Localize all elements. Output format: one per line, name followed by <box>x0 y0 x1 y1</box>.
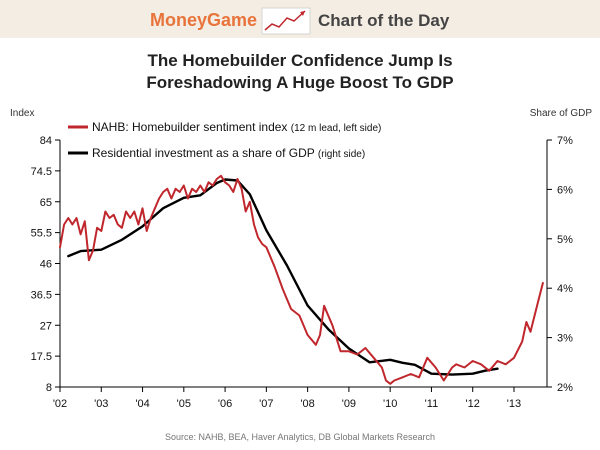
header-tagline: Chart of the Day <box>318 11 450 30</box>
left-tick-label: 74.5 <box>31 166 52 178</box>
right-tick-label: 7% <box>557 135 573 147</box>
x-tick-label: '12 <box>466 398 480 410</box>
left-axis-label: Index <box>10 108 34 119</box>
x-tick-label: '07 <box>259 398 273 410</box>
left-tick-label: 8 <box>46 382 52 394</box>
brand-name: MoneyGame <box>150 10 257 30</box>
legend-label-residential: Residential investment as a share of GDP… <box>92 146 365 160</box>
right-tick-label: 6% <box>557 184 573 196</box>
x-tick-label: '13 <box>507 398 521 410</box>
right-tick-label: 3% <box>557 333 573 345</box>
x-tick-label: '08 <box>300 398 314 410</box>
left-tick-label: 55.5 <box>31 228 52 240</box>
nahb-sentiment-line <box>59 174 544 385</box>
x-tick-label: '03 <box>94 398 108 410</box>
x-tick-label: '05 <box>177 398 191 410</box>
rising-line-chart-icon <box>261 7 311 35</box>
x-tick-label: '04 <box>135 398 149 410</box>
x-axis-ticks: '02 '03 '04 '05 '06 '07 '08 '09 '10 '11 '12 '13 <box>53 387 521 410</box>
left-axis-ticks: 84 74.5 65 55.5 46 36.5 27 17.5 8 <box>31 135 60 394</box>
left-tick-label: 65 <box>40 197 52 209</box>
x-tick-label: '10 <box>383 398 397 410</box>
right-axis-ticks: 7% 6% 5% 4% 3% 2% <box>547 135 573 394</box>
source-note: Source: NAHB, BEA, Haver Analytics, DB G… <box>165 432 435 442</box>
chart-title-line-2: Foreshadowing A Huge Boost To GDP <box>146 73 453 92</box>
right-tick-label: 4% <box>557 283 573 295</box>
residential-investment-line <box>67 178 499 376</box>
right-tick-label: 5% <box>557 234 573 246</box>
x-tick-label: '02 <box>53 398 67 410</box>
chart-title-line-1: The Homebuilder Confidence Jump Is <box>147 51 452 70</box>
x-tick-label: '06 <box>218 398 232 410</box>
left-tick-label: 36.5 <box>31 289 52 301</box>
left-tick-label: 17.5 <box>31 351 52 363</box>
x-tick-label: '11 <box>425 398 439 410</box>
legend: NAHB: Homebuilder sentiment index (12 m … <box>68 120 381 160</box>
left-tick-label: 84 <box>40 135 52 147</box>
x-tick-label: '09 <box>342 398 356 410</box>
right-tick-label: 2% <box>557 382 573 394</box>
series-layer <box>59 174 544 385</box>
left-tick-label: 46 <box>40 259 52 271</box>
left-tick-label: 27 <box>40 320 52 332</box>
right-axis-label: Share of GDP <box>530 108 593 119</box>
legend-label-nahb: NAHB: Homebuilder sentiment index (12 m … <box>92 120 381 134</box>
